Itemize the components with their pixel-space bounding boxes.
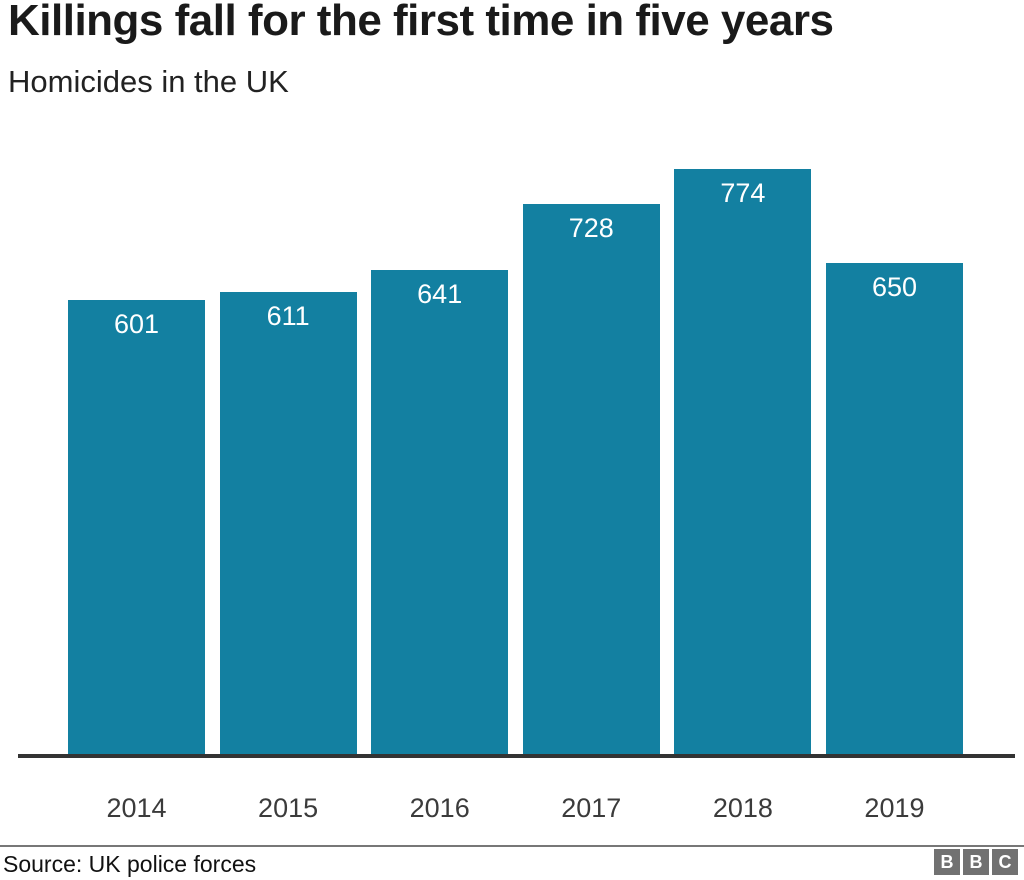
bar-2015: 611 [219,292,357,754]
bar-value-label: 641 [417,279,463,309]
bar-value-label: 611 [266,301,310,331]
bar-2017: 728 [522,204,660,754]
bar-2016: 641 [371,270,509,754]
chart-subtitle: Homicides in the UK [8,64,289,99]
bar-2014: 601 [68,300,205,754]
x-axis-label-2014: 2014 [106,793,167,823]
footer-divider [0,845,1024,847]
bar-value-label: 728 [568,213,614,243]
bbc-logo-block-c: C [992,849,1018,875]
x-axis-label-2017: 2017 [561,793,622,823]
source-credit: Source: UK police forces [3,851,257,877]
x-axis-label-2015: 2015 [258,793,319,823]
bbc-logo-block-b1: B [934,849,960,875]
bar-2019: 650 [825,263,963,754]
bar-value-label: 774 [720,178,766,208]
x-axis-label-2018: 2018 [712,793,773,823]
x-axis-label-2019: 2019 [864,793,925,823]
chart-title: Killings fall for the first time in five… [8,0,834,45]
bbc-logo-block-b2: B [963,849,989,875]
x-axis-label-2016: 2016 [409,793,470,823]
bar-value-label: 650 [871,272,917,302]
bar-2018: 774 [674,169,812,754]
x-axis-line [18,754,1015,758]
bar-value-label: 601 [113,309,160,339]
bbc-logo: B B C [934,849,1018,875]
x-labels: 2014 2015 2016 2017 2018 2019 [68,793,963,824]
bars: 601 611 641 728 774 650 [68,169,963,754]
